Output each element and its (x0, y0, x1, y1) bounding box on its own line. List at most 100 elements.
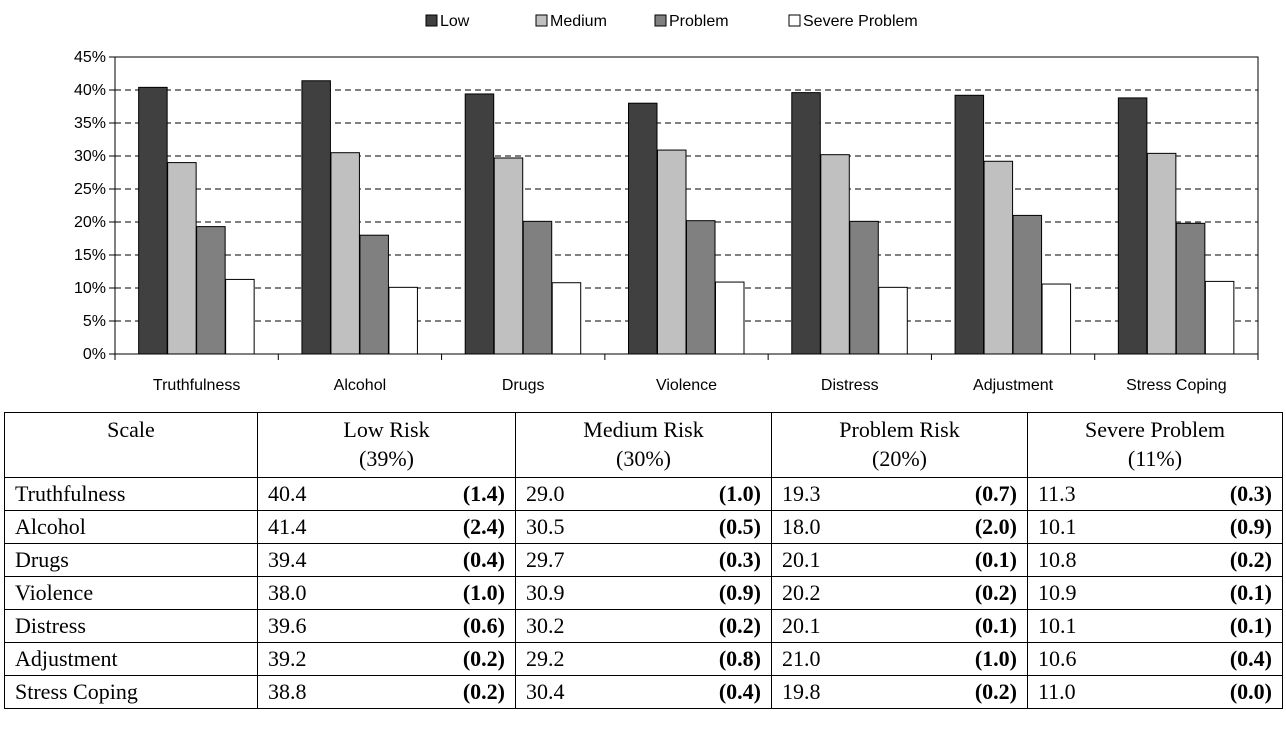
bar-problem (359, 234, 389, 355)
table-cell-percent: 10.1 (1027, 609, 1152, 643)
risk-bar-chart: Low Medium Problem Severe Problem 0% 5% 10% 15… (74, 13, 1259, 394)
scale-table: Scale Low Risk (39%) Medium Risk (30%) Pro… (4, 412, 1283, 709)
table-cell-percent: 10.6 (1027, 642, 1152, 676)
table-cell-percent: 20.2 (771, 576, 904, 610)
bar-medium (493, 157, 524, 355)
legend-swatch (535, 14, 548, 27)
y-tick-label: 45% (74, 49, 106, 66)
bar-severe-problem (1041, 283, 1072, 355)
table-cell-scale: Stress Coping (4, 675, 258, 709)
table-cell-percent: 18.0 (771, 510, 904, 544)
legend-label: Problem (669, 13, 729, 30)
bar-severe-problem (551, 282, 582, 355)
table-cell-scale: Drugs (4, 543, 258, 577)
y-axis-ticks: 0% 5% 10% 15% 20% 25% 30% 35% 40% 45% (74, 49, 115, 363)
table-cell-percent: 39.2 (257, 642, 382, 676)
table-cell-error: (0.4) (381, 543, 516, 577)
table-cell-percent: 30.2 (515, 609, 644, 643)
header-problem-risk: Problem Risk (20%) (771, 412, 1028, 478)
bar-low (1117, 97, 1148, 355)
y-tick-label: 15% (74, 247, 106, 264)
table-cell-scale: Distress (4, 609, 258, 643)
bar-medium (330, 152, 360, 355)
y-tick-label: 0% (83, 346, 106, 363)
x-tick-label: Stress Coping (1126, 377, 1227, 394)
table-cell-error: (1.0) (903, 642, 1028, 676)
table-cell-percent: 38.8 (257, 675, 382, 709)
legend-swatch (425, 14, 438, 27)
legend-label: Medium (550, 13, 607, 30)
table-cell-error: (0.2) (643, 609, 772, 643)
table-cell-percent: 30.5 (515, 510, 644, 544)
table-cell-error: (0.1) (903, 609, 1028, 643)
table-cell-error: (0.5) (643, 510, 772, 544)
table-cell-percent: 29.7 (515, 543, 644, 577)
table-cell-scale: Violence (4, 576, 258, 610)
table-cell-error: (2.0) (903, 510, 1028, 544)
bar-low (301, 80, 331, 355)
bar-medium (657, 149, 687, 355)
x-tick-label: Alcohol (334, 377, 386, 394)
y-tick-label: 10% (74, 280, 106, 297)
table-cell-percent: 39.6 (257, 609, 382, 643)
x-tick-label: Truthfulness (153, 377, 240, 394)
table-cell-percent: 29.0 (515, 477, 644, 511)
table-cell-error: (0.1) (903, 543, 1028, 577)
bar-medium (167, 162, 197, 355)
y-tick-label: 25% (74, 181, 106, 198)
table-cell-error: (1.0) (643, 477, 772, 511)
table-row: Adjustment 39.2 (0.2) 29.2 (0.8) 21.0 (1.0) 10.… (4, 642, 1283, 676)
y-tick-label: 40% (74, 82, 106, 99)
legend-label: Severe Problem (803, 13, 918, 30)
table-cell-scale: Alcohol (4, 510, 258, 544)
table-cell-error: (0.9) (1151, 510, 1283, 544)
table-cell-error: (1.0) (381, 576, 516, 610)
table-cell-error: (0.2) (381, 642, 516, 676)
table-cell-error: (0.8) (643, 642, 772, 676)
table-cell-scale: Adjustment (4, 642, 258, 676)
table-cell-error: (2.4) (381, 510, 516, 544)
table-cell-percent: 11.3 (1027, 477, 1152, 511)
table-cell-percent: 20.1 (771, 609, 904, 643)
y-tick-label: 30% (74, 148, 106, 165)
table-cell-error: (0.2) (903, 675, 1028, 709)
y-tick-label: 35% (74, 115, 106, 132)
table-cell-error: (0.2) (1151, 543, 1283, 577)
bar-problem (686, 220, 716, 355)
table-cell-percent: 10.9 (1027, 576, 1152, 610)
y-tick-label: 20% (74, 214, 106, 231)
table-cell-error: (0.4) (643, 675, 772, 709)
table-cell-error: (0.3) (1151, 477, 1283, 511)
bar-problem (1175, 222, 1206, 355)
x-tick-label: Adjustment (973, 377, 1054, 394)
bar-problem (196, 226, 226, 355)
table-row: Alcohol 41.4 (2.4) 30.5 (0.5) 18.0 (2.0) 10.1 (0… (4, 510, 1283, 544)
bar-medium (1146, 152, 1177, 355)
table-row: Distress 39.6 (0.6) 30.2 (0.2) 20.1 (0.1) 10.1(… (4, 609, 1283, 643)
table-cell-error: (0.6) (381, 609, 516, 643)
bar-low (791, 92, 821, 355)
header-low-risk: Low Risk (39%) (257, 412, 516, 478)
table-row: Violence 38.0 (1.0) 30.9 (0.9) 20.2 (0.2) 10.9(… (4, 576, 1283, 610)
table-cell-error: (1.4) (381, 477, 516, 511)
table-cell-percent: 40.4 (257, 477, 382, 511)
table-cell-error: (0.1) (1151, 609, 1283, 643)
table-cell-percent: 19.3 (771, 477, 904, 511)
table-cell-percent: 10.1 (1027, 510, 1152, 544)
bar-low (138, 86, 168, 355)
table-cell-percent: 29.2 (515, 642, 644, 676)
x-axis-ticks: Truthfulness Alcohol Drugs Violence Distress… (114, 354, 1259, 394)
bar-low (464, 93, 495, 355)
table-cell-error: (0.1) (1151, 576, 1283, 610)
table-cell-scale: Truthfulness (4, 477, 258, 511)
table-cell-percent: 30.9 (515, 576, 644, 610)
table-cell-error: (0.0) (1151, 675, 1283, 709)
table-cell-error: (0.2) (903, 576, 1028, 610)
table-cell-percent: 21.0 (771, 642, 904, 676)
header-medium-risk: Medium Risk (30%) (515, 412, 772, 478)
bar-problem (849, 220, 879, 355)
y-tick-label: 5% (83, 313, 106, 330)
chart-bars (138, 80, 1235, 355)
chart-legend: Low Medium Problem Severe Problem (425, 13, 918, 30)
bar-severe-problem (715, 281, 745, 355)
